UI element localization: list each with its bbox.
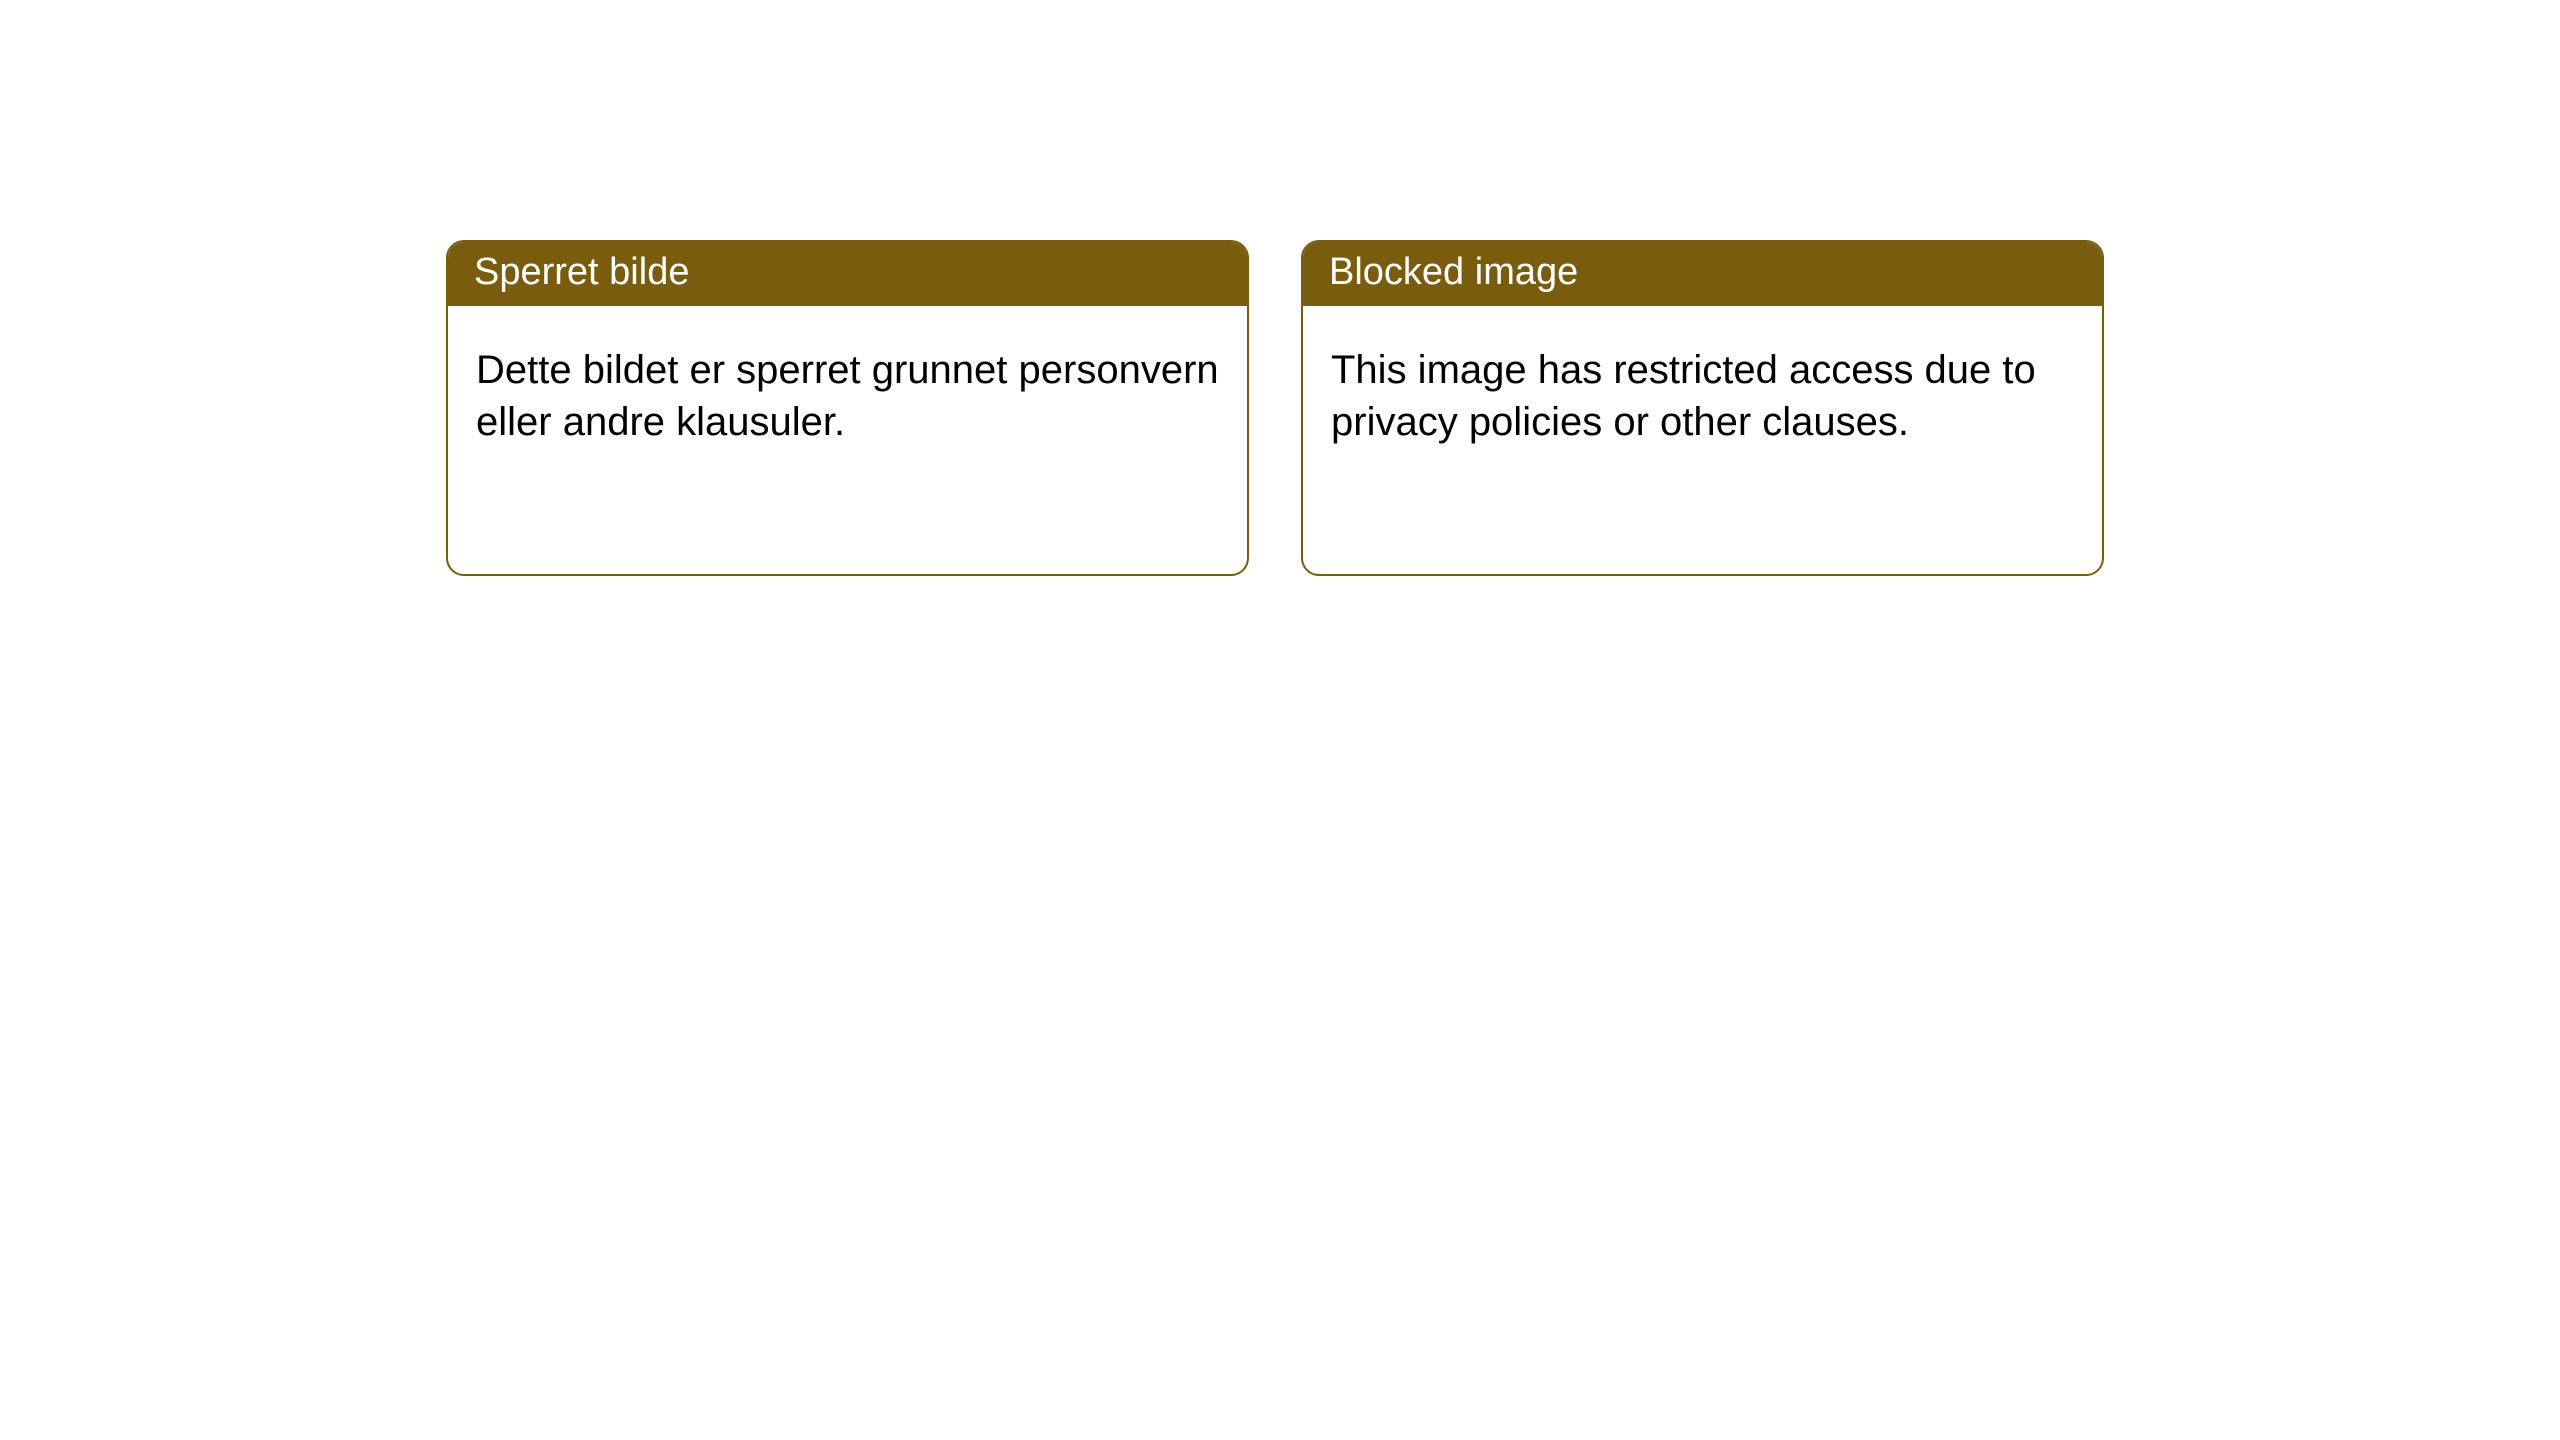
notice-container: Sperret bilde Dette bildet er sperret gr…	[0, 0, 2560, 576]
notice-header-english: Blocked image	[1303, 242, 2102, 306]
notice-header-norwegian: Sperret bilde	[448, 242, 1247, 306]
notice-body-english: This image has restricted access due to …	[1303, 306, 2102, 486]
notice-card-norwegian: Sperret bilde Dette bildet er sperret gr…	[446, 240, 1249, 576]
notice-body-norwegian: Dette bildet er sperret grunnet personve…	[448, 306, 1247, 486]
notice-card-english: Blocked image This image has restricted …	[1301, 240, 2104, 576]
